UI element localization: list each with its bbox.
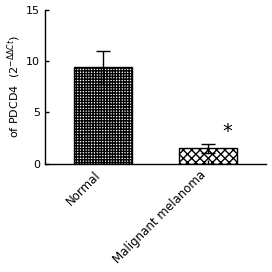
Bar [74,67,132,164]
Bar [179,149,237,164]
Text: *: * [222,122,232,141]
Y-axis label: of PDCD4  (2$^{-\Delta\Delta Ct}$): of PDCD4 (2$^{-\Delta\Delta Ct}$) [5,35,23,138]
